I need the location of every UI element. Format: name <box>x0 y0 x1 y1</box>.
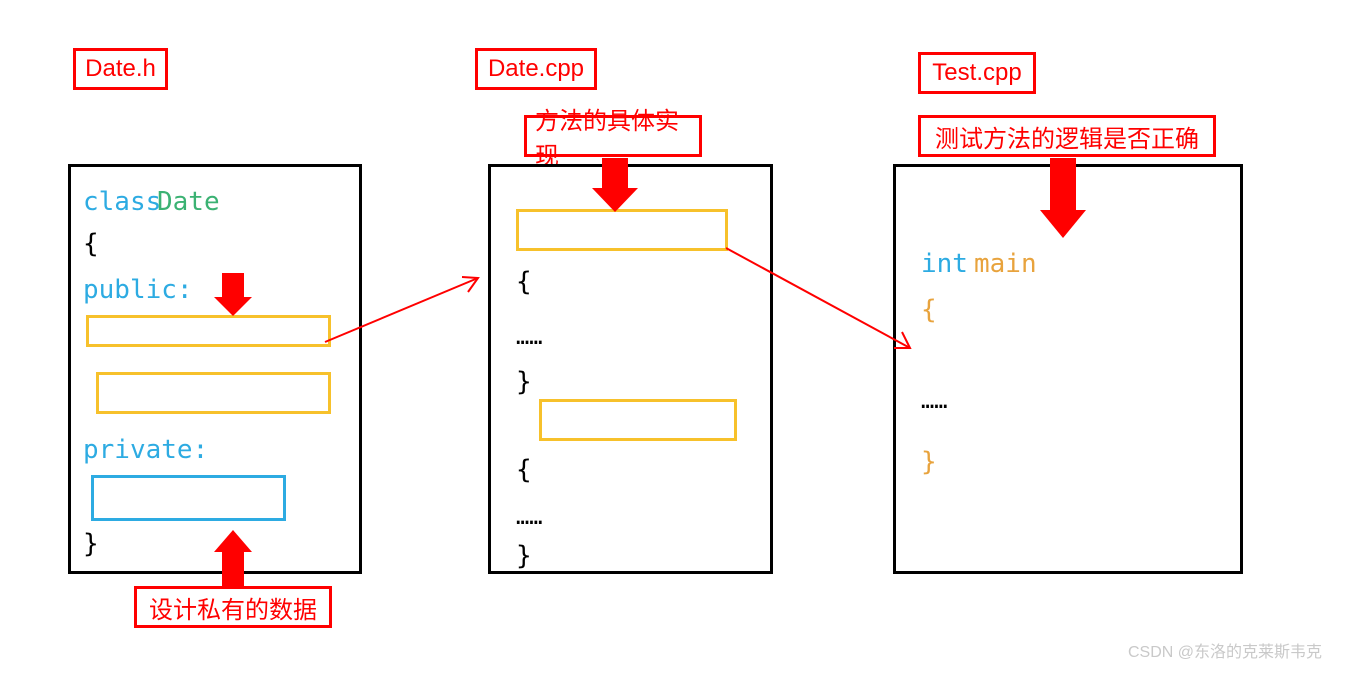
anno4-box: 设计私有的数据 <box>134 586 332 628</box>
p1-class-name: Date <box>157 187 220 217</box>
panel-date-h: class Date { public: private: } <box>68 164 362 574</box>
p3-main: main <box>974 249 1037 279</box>
p1-private: private: <box>83 435 208 465</box>
p1-public: public: <box>83 275 193 305</box>
anno4-text: 设计私有的数据 <box>149 590 317 625</box>
anno2-text: 方法的具体实现 <box>535 101 691 171</box>
p3-rbrace: } <box>921 447 937 477</box>
file1-text: Date.h <box>85 55 156 83</box>
anno2-box: 方法的具体实现 <box>524 115 702 157</box>
p3-int: int <box>921 249 968 279</box>
file3-label: Test.cpp <box>918 52 1036 94</box>
p2-dots1: …… <box>516 325 543 350</box>
p1-yellow1 <box>86 315 331 347</box>
p2-rbrace1: } <box>516 367 532 397</box>
p2-lbrace1: { <box>516 267 532 297</box>
p1-rbrace: } <box>83 529 99 559</box>
p1-class-kw: class <box>83 187 161 217</box>
p1-yellow2 <box>96 372 331 414</box>
file2-label: Date.cpp <box>475 48 597 90</box>
p2-lbrace2: { <box>516 455 532 485</box>
p2-yellow2 <box>539 399 737 441</box>
p1-blue <box>91 475 286 521</box>
file2-text: Date.cpp <box>488 55 584 83</box>
anno3-text: 测试方法的逻辑是否正确 <box>935 119 1199 154</box>
p3-lbrace: { <box>921 295 937 325</box>
p2-rbrace2: } <box>516 541 532 571</box>
p2-yellow1 <box>516 209 728 251</box>
file3-text: Test.cpp <box>932 59 1021 87</box>
panel-date-cpp: { …… } { …… } <box>488 164 773 574</box>
p1-lbrace: { <box>83 229 99 259</box>
watermark: CSDN @东洛的克莱斯韦克 <box>1128 638 1322 662</box>
panel-test-cpp: int main { …… } <box>893 164 1243 574</box>
p2-dots2: …… <box>516 505 543 530</box>
anno3-box: 测试方法的逻辑是否正确 <box>918 115 1216 157</box>
file1-label: Date.h <box>73 48 168 90</box>
p3-dots: …… <box>921 389 948 414</box>
